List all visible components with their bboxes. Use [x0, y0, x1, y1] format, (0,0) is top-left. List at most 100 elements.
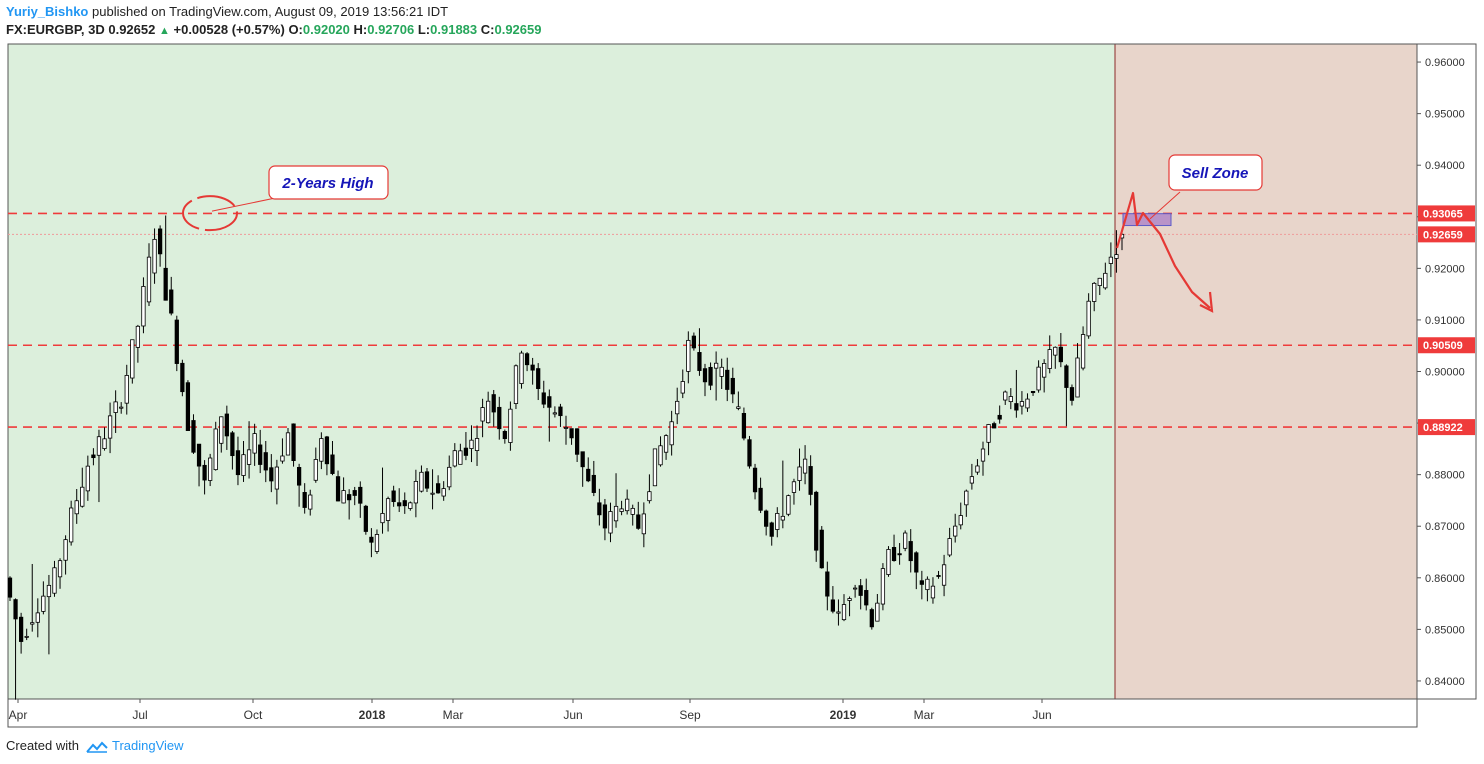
candle[interactable] [502, 430, 507, 440]
candle[interactable] [908, 541, 913, 562]
candle[interactable] [369, 536, 374, 543]
candle[interactable] [797, 466, 802, 481]
candle[interactable] [313, 459, 318, 481]
candle[interactable] [163, 267, 168, 301]
candle[interactable] [291, 423, 296, 461]
candle[interactable] [296, 467, 302, 486]
candle[interactable] [625, 498, 630, 512]
candle[interactable] [608, 511, 613, 534]
candle[interactable] [113, 401, 118, 413]
candle[interactable] [864, 590, 869, 606]
candle[interactable] [341, 490, 346, 504]
candle[interactable] [1025, 398, 1030, 409]
candle[interactable] [941, 564, 947, 586]
candle[interactable] [302, 492, 307, 508]
candle[interactable] [841, 604, 847, 621]
candle[interactable] [402, 500, 407, 507]
candle[interactable] [769, 522, 774, 537]
candle[interactable] [513, 365, 519, 404]
candle[interactable] [463, 447, 469, 456]
candle[interactable] [1103, 272, 1108, 289]
candle[interactable] [408, 502, 413, 509]
candle[interactable] [358, 486, 363, 504]
candle[interactable] [764, 510, 769, 527]
candle[interactable] [986, 424, 991, 443]
candle[interactable] [219, 416, 224, 444]
candle[interactable] [1047, 349, 1052, 369]
tradingview-brand-link[interactable]: TradingView [112, 738, 184, 753]
candle[interactable] [1036, 366, 1041, 391]
candle[interactable] [680, 381, 685, 394]
time-axis[interactable] [7, 698, 1418, 728]
candle[interactable] [675, 400, 680, 415]
candle[interactable] [802, 458, 808, 474]
candle[interactable] [30, 622, 35, 625]
candle[interactable] [569, 428, 574, 439]
candle[interactable] [686, 339, 691, 372]
candle[interactable] [441, 488, 446, 497]
candle[interactable] [157, 228, 163, 255]
candle[interactable] [452, 450, 457, 467]
candle[interactable] [519, 352, 524, 384]
candle[interactable] [1075, 357, 1080, 398]
candle[interactable] [269, 467, 274, 482]
candle[interactable] [1030, 390, 1036, 394]
candle[interactable] [497, 406, 502, 430]
candle[interactable] [74, 500, 79, 515]
candle[interactable] [102, 438, 107, 449]
candle[interactable] [324, 436, 330, 465]
candle[interactable] [274, 466, 280, 490]
candle[interactable] [997, 414, 1002, 420]
candle[interactable] [230, 432, 235, 457]
candle[interactable] [725, 369, 730, 390]
candle[interactable] [458, 450, 463, 465]
candle[interactable] [1108, 256, 1114, 264]
candle[interactable] [530, 364, 535, 371]
candle[interactable] [96, 436, 102, 456]
candle[interactable] [397, 502, 402, 507]
candle[interactable] [558, 406, 563, 417]
candle[interactable] [536, 368, 541, 389]
candle[interactable] [858, 585, 863, 596]
candle[interactable] [196, 443, 202, 467]
candle[interactable] [447, 466, 452, 488]
candle[interactable] [374, 534, 380, 552]
candle[interactable] [258, 444, 263, 465]
candle[interactable] [786, 495, 791, 515]
candle[interactable] [825, 571, 830, 597]
candle[interactable] [713, 362, 719, 369]
candle[interactable] [964, 490, 969, 506]
candle[interactable] [35, 612, 40, 623]
candle[interactable] [819, 529, 824, 569]
candle[interactable] [730, 377, 735, 395]
price-axis[interactable] [1416, 43, 1477, 700]
candle[interactable] [486, 400, 491, 424]
candle[interactable] [541, 392, 546, 405]
candle[interactable] [1058, 346, 1063, 363]
candle[interactable] [352, 490, 357, 496]
candle[interactable] [936, 575, 941, 577]
candle[interactable] [691, 335, 697, 349]
candle[interactable] [391, 490, 396, 503]
candle[interactable] [953, 525, 958, 537]
candle[interactable] [85, 465, 90, 492]
candle[interactable] [591, 474, 596, 493]
candle[interactable] [758, 487, 763, 511]
candle[interactable] [213, 428, 218, 471]
candle[interactable] [847, 598, 852, 601]
candle[interactable] [747, 439, 752, 467]
candle[interactable] [836, 611, 841, 614]
candle[interactable] [185, 382, 191, 431]
candle[interactable] [252, 433, 257, 454]
candle[interactable] [385, 498, 391, 521]
candle[interactable] [886, 549, 891, 575]
candle[interactable] [524, 353, 530, 366]
candle[interactable] [891, 547, 897, 562]
candle[interactable] [975, 465, 980, 473]
candle[interactable] [474, 438, 480, 451]
candle[interactable] [491, 394, 496, 413]
candle[interactable] [347, 494, 352, 501]
candle[interactable] [697, 352, 702, 371]
candle[interactable] [169, 289, 174, 314]
